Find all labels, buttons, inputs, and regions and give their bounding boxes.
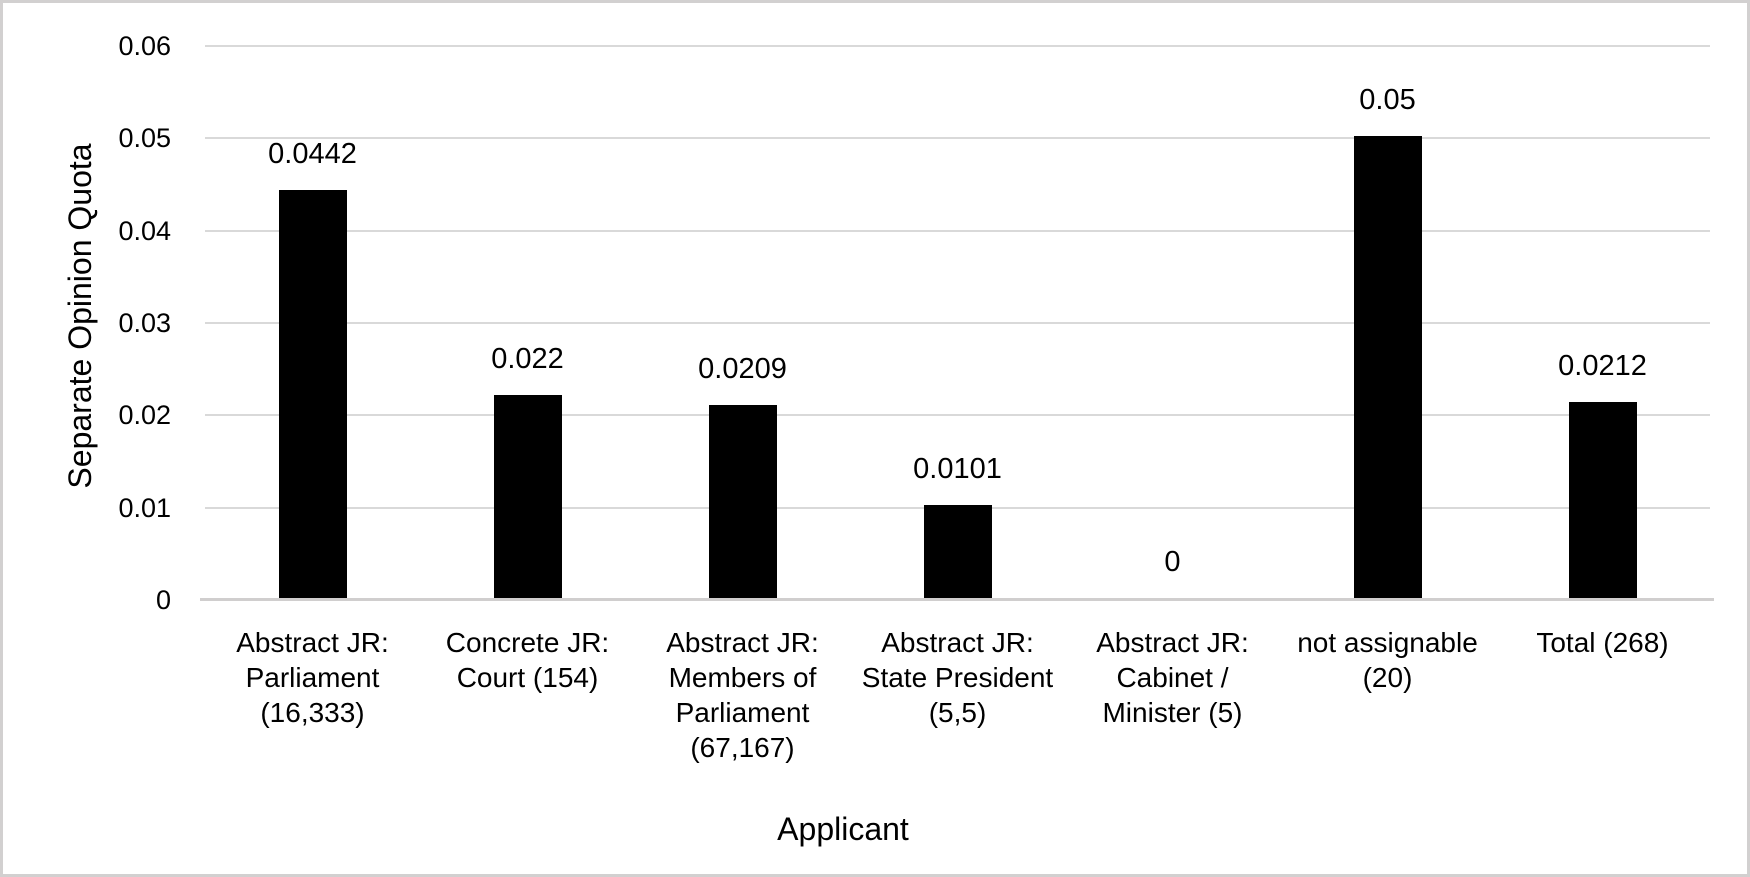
y-tick-label: 0 <box>155 585 171 615</box>
bar-1 <box>278 189 347 598</box>
gridline <box>205 45 1710 47</box>
category-label: Concrete JR: Court (154) <box>445 627 610 693</box>
gridline <box>205 229 1710 232</box>
y-tick-label: 0.03 <box>118 308 171 338</box>
bar-value-label: 0.022 <box>491 342 564 375</box>
bar-3 <box>708 405 777 598</box>
bar-value-label: 0.0442 <box>268 137 357 170</box>
y-tick-label: 0.01 <box>118 492 171 523</box>
bar-value-label: 0 <box>1164 546 1181 578</box>
category-label: Abstract JR: Parliament (16,333) <box>236 627 389 728</box>
y-tick-label: 0.04 <box>118 215 171 246</box>
x-category-labels: Abstract JR: Parliament (16,333) Concrete… <box>205 625 1710 775</box>
bar-4 <box>923 504 992 598</box>
bar-value-label: 0.0209 <box>698 353 787 386</box>
gridline <box>205 137 1710 140</box>
bar-7 <box>1568 402 1637 598</box>
category-label: Abstract JR: Cabinet / Minister (5) <box>1096 627 1249 728</box>
bar-value-label: 0.0212 <box>1558 350 1647 383</box>
category-label: Abstract JR: Members of Parliament (67,1… <box>666 627 819 763</box>
bar-value-label: 0.0101 <box>913 452 1002 485</box>
bar-2 <box>493 394 562 598</box>
x-axis-line <box>200 598 1714 601</box>
y-tick-label: 0.06 <box>118 31 171 61</box>
bar-6 <box>1353 136 1422 598</box>
plot-area: 0.0442 0.022 0.0209 0.0101 0 0.05 0.0212 <box>205 45 1710 601</box>
gridline <box>205 322 1710 324</box>
gridline <box>205 414 1710 417</box>
category-label: Total (268) <box>1536 627 1669 658</box>
x-axis-title: Applicant <box>777 811 909 847</box>
y-tick-label: 0.05 <box>118 123 171 154</box>
bar-value-label: 0.05 <box>1359 84 1416 117</box>
category-label: not assignable (20) <box>1297 627 1478 693</box>
category-label: Abstract JR: State President (5,5) <box>861 627 1054 728</box>
y-tick-label: 0.02 <box>118 400 171 431</box>
